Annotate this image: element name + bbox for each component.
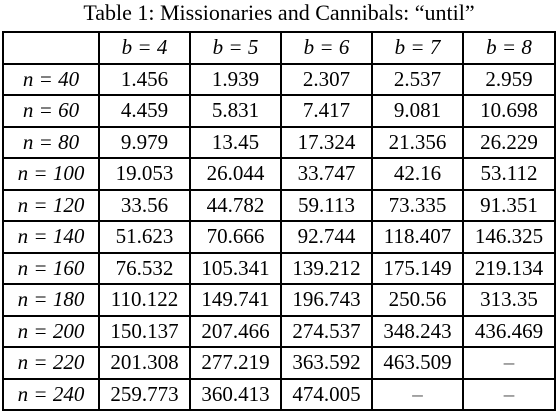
table-cell: 274.537 — [280, 314, 373, 348]
table-cell: 9.979 — [98, 125, 191, 159]
table-cell: – — [462, 346, 556, 380]
table-cell: 150.137 — [98, 314, 191, 348]
table-cell: 360.413 — [189, 377, 282, 411]
table-row: n = 80 9.979 13.45 17.324 21.356 26.229 — [2, 125, 556, 159]
row-header: n = 140 — [2, 220, 100, 254]
table-cell: 73.335 — [371, 188, 464, 222]
row-header: n = 200 — [2, 314, 100, 348]
header-row: b = 4 b = 5 b = 6 b = 7 b = 8 — [2, 31, 556, 65]
table-cell: 207.466 — [189, 314, 282, 348]
column-header: b = 8 — [462, 31, 556, 65]
table-cell: 2.537 — [371, 62, 464, 96]
table-cell: 474.005 — [280, 377, 373, 411]
table-cell: 17.324 — [280, 125, 373, 159]
row-header: n = 100 — [2, 157, 100, 191]
table-cell: 363.592 — [280, 346, 373, 380]
table-cell: 13.45 — [189, 125, 282, 159]
table-cell: – — [462, 377, 556, 411]
table-cell: 149.741 — [189, 283, 282, 317]
column-header: b = 7 — [371, 31, 464, 65]
table-cell: 436.469 — [462, 314, 556, 348]
table-row: n = 40 1.456 1.939 2.307 2.537 2.959 — [2, 62, 556, 96]
row-header: n = 180 — [2, 283, 100, 317]
table-cell: 1.456 — [98, 62, 191, 96]
table-cell: 9.081 — [371, 94, 464, 128]
table-cell: 42.16 — [371, 157, 464, 191]
column-header: b = 6 — [280, 31, 373, 65]
table-cell: 51.623 — [98, 220, 191, 254]
table-cell: 2.307 — [280, 62, 373, 96]
table-cell: 313.35 — [462, 283, 556, 317]
table-cell: 139.212 — [280, 251, 373, 285]
table-cell: 463.509 — [371, 346, 464, 380]
table-row: n = 160 76.532 105.341 139.212 175.149 219.13… — [2, 251, 556, 285]
table-cell: 250.56 — [371, 283, 464, 317]
results-table: b = 4 b = 5 b = 6 b = 7 b = 8 n = 40 1.45… — [2, 31, 556, 411]
table-cell: 33.747 — [280, 157, 373, 191]
row-header: n = 160 — [2, 251, 100, 285]
table-cell: 4.459 — [98, 94, 191, 128]
table-cell: 201.308 — [98, 346, 191, 380]
corner-cell — [2, 31, 100, 65]
table-row: n = 140 51.623 70.666 92.744 118.407 146.325 — [2, 220, 556, 254]
table-cell: 91.351 — [462, 188, 556, 222]
table-row: n = 220 201.308 277.219 363.592 463.509– — [2, 346, 556, 380]
table-cell: 348.243 — [371, 314, 464, 348]
table-cell: 53.112 — [462, 157, 556, 191]
table-row: n = 180 110.122 149.741 196.743 250.56 313.35 — [2, 283, 556, 317]
table-cell: 33.56 — [98, 188, 191, 222]
table-cell: 105.341 — [189, 251, 282, 285]
row-header: n = 80 — [2, 125, 100, 159]
table-row: n = 240 259.773 360.413 474.005– – — [2, 377, 556, 411]
table-cell: 5.831 — [189, 94, 282, 128]
table-cell: 92.744 — [280, 220, 373, 254]
table-cell: 44.782 — [189, 188, 282, 222]
row-header: n = 240 — [2, 377, 100, 411]
table-cell: 7.417 — [280, 94, 373, 128]
table-cell: 259.773 — [98, 377, 191, 411]
table-caption: Table 1: Missionaries and Cannibals: “un… — [83, 0, 475, 25]
table-cell: 26.229 — [462, 125, 556, 159]
table-cell: 219.134 — [462, 251, 556, 285]
table-cell: 110.122 — [98, 283, 191, 317]
table-cell: 70.666 — [189, 220, 282, 254]
table-cell: 59.113 — [280, 188, 373, 222]
table-body: b = 4 b = 5 b = 6 b = 7 b = 8 n = 40 1.45… — [2, 31, 556, 411]
row-header: n = 60 — [2, 94, 100, 128]
table-cell: 1.939 — [189, 62, 282, 96]
table-cell: – — [371, 377, 464, 411]
table-cell: 21.356 — [371, 125, 464, 159]
table-cell: 76.532 — [98, 251, 191, 285]
table-cell: 26.044 — [189, 157, 282, 191]
table-cell: 10.698 — [462, 94, 556, 128]
table-cell: 2.959 — [462, 62, 556, 96]
table-row: n = 100 19.053 26.044 33.747 42.16 53.112 — [2, 157, 556, 191]
table-row: n = 200 150.137 207.466 274.537 348.243 436.4… — [2, 314, 556, 348]
row-header: n = 220 — [2, 346, 100, 380]
row-header: n = 120 — [2, 188, 100, 222]
table-cell: 277.219 — [189, 346, 282, 380]
table-row: n = 120 33.56 44.782 59.113 73.335 91.351 — [2, 188, 556, 222]
table-cell: 19.053 — [98, 157, 191, 191]
column-header: b = 4 — [98, 31, 191, 65]
table-row: n = 60 4.459 5.831 7.417 9.081 10.698 — [2, 94, 556, 128]
table-cell: 118.407 — [371, 220, 464, 254]
table-cell: 196.743 — [280, 283, 373, 317]
table-cell: 146.325 — [462, 220, 556, 254]
column-header: b = 5 — [189, 31, 282, 65]
row-header: n = 40 — [2, 62, 100, 96]
table-cell: 175.149 — [371, 251, 464, 285]
